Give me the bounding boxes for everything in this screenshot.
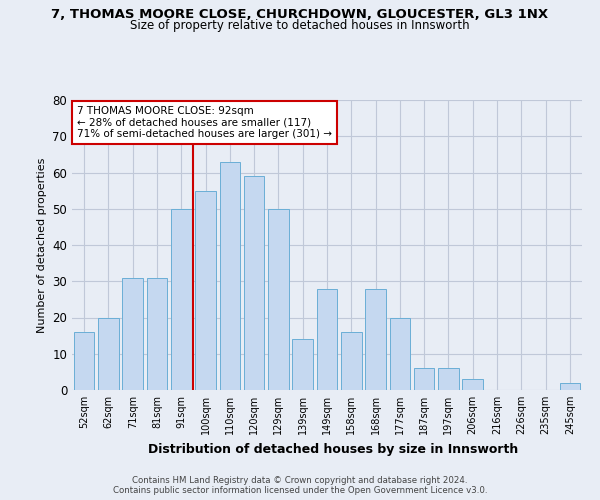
Bar	[146, 278, 167, 390]
Text: Distribution of detached houses by size in Innsworth: Distribution of detached houses by size …	[148, 442, 518, 456]
Text: Size of property relative to detached houses in Innsworth: Size of property relative to detached ho…	[130, 19, 470, 32]
Bar	[171, 209, 191, 390]
Text: 7 THOMAS MOORE CLOSE: 92sqm
← 28% of detached houses are smaller (117)
71% of se: 7 THOMAS MOORE CLOSE: 92sqm ← 28% of det…	[77, 106, 332, 139]
Text: 7, THOMAS MOORE CLOSE, CHURCHDOWN, GLOUCESTER, GL3 1NX: 7, THOMAS MOORE CLOSE, CHURCHDOWN, GLOUC…	[52, 8, 548, 20]
Bar	[365, 288, 386, 390]
Bar	[74, 332, 94, 390]
Bar	[317, 288, 337, 390]
Text: Contains HM Land Registry data © Crown copyright and database right 2024.
Contai: Contains HM Land Registry data © Crown c…	[113, 476, 487, 495]
Bar	[414, 368, 434, 390]
Bar	[438, 368, 459, 390]
Bar	[268, 209, 289, 390]
Bar	[220, 162, 240, 390]
Bar	[292, 339, 313, 390]
Bar	[463, 379, 483, 390]
Bar	[389, 318, 410, 390]
Bar	[122, 278, 143, 390]
Y-axis label: Number of detached properties: Number of detached properties	[37, 158, 47, 332]
Bar	[195, 190, 216, 390]
Bar	[244, 176, 265, 390]
Bar	[341, 332, 362, 390]
Bar	[98, 318, 119, 390]
Bar	[560, 383, 580, 390]
